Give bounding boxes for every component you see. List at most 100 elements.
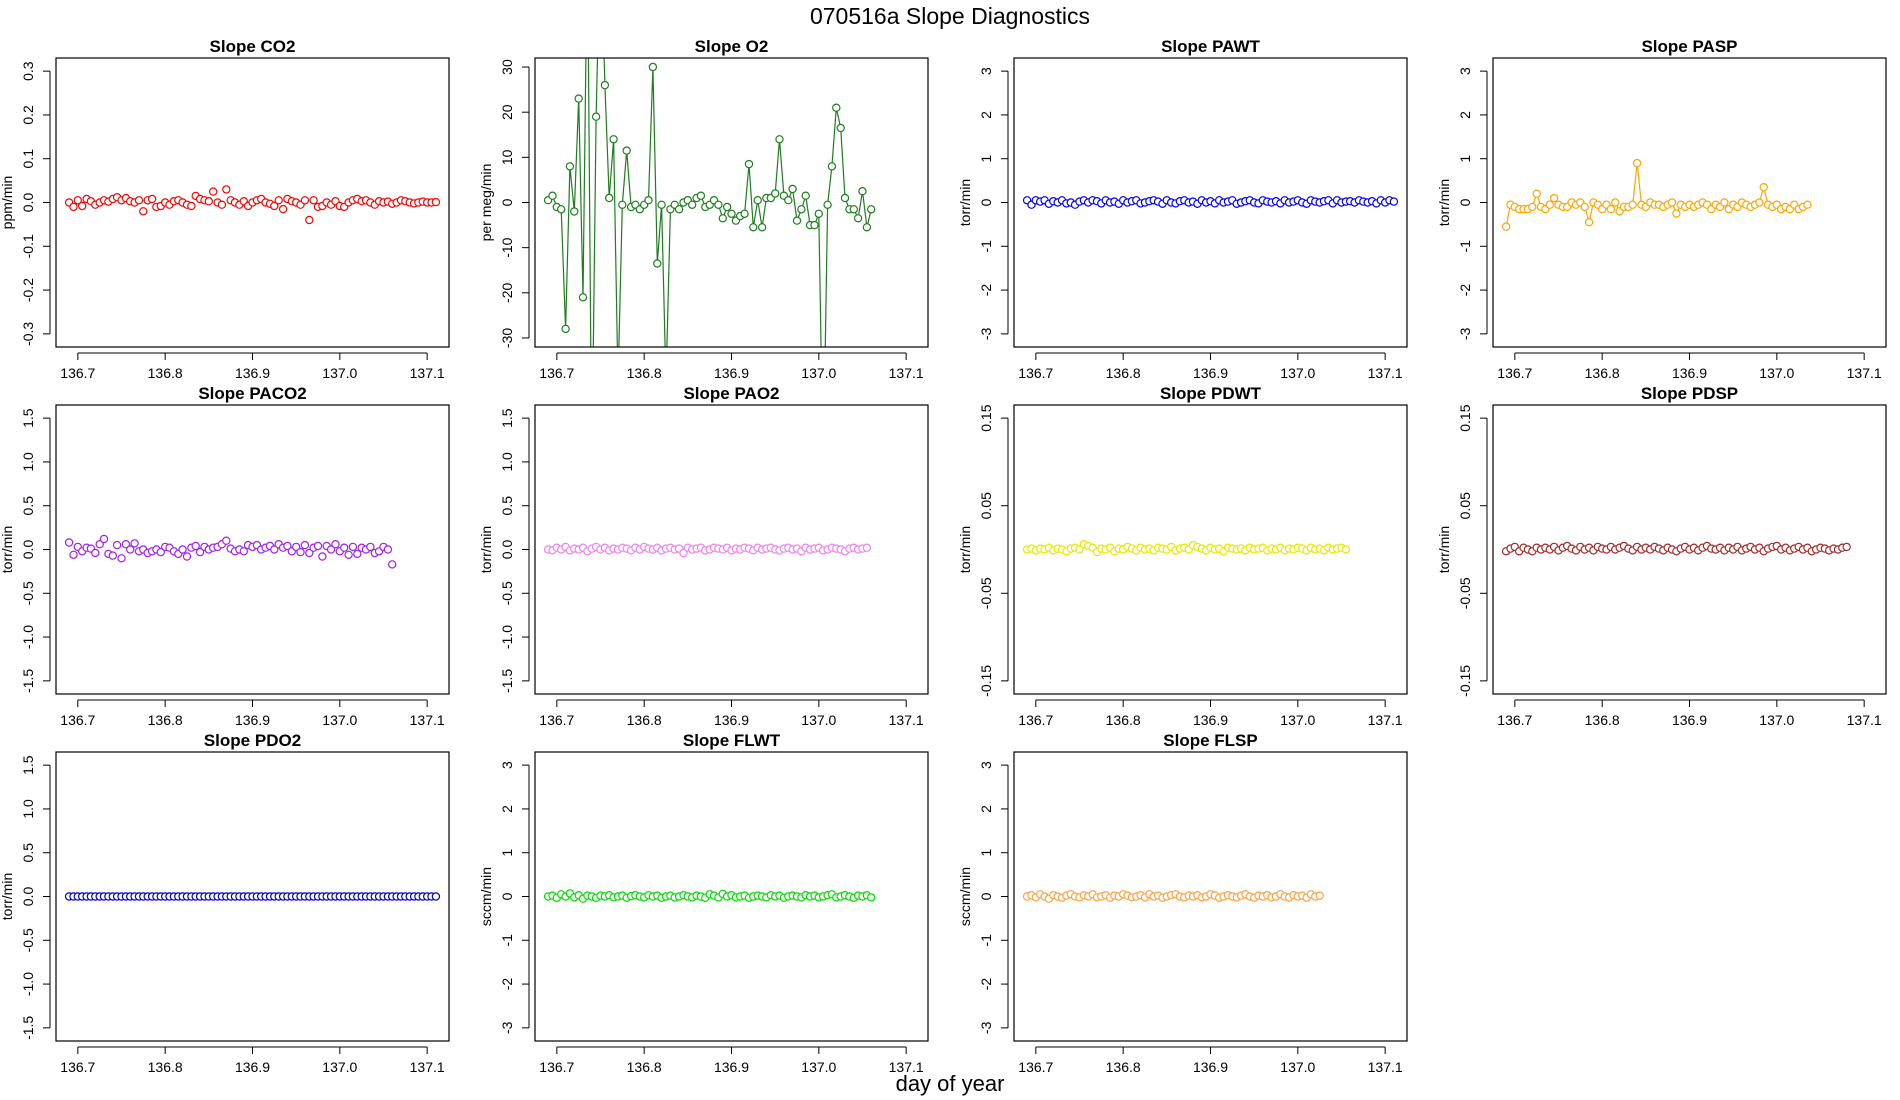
y-tick-label: 3	[499, 761, 515, 769]
data-point	[718, 214, 728, 223]
y-axis-label: torr/min	[1436, 179, 1452, 226]
x-tick-label: 136.7	[539, 712, 574, 728]
x-tick-label: 136.9	[1193, 712, 1228, 728]
y-axis-label: torr/min	[478, 526, 494, 573]
series-slope-flsp	[1022, 890, 1324, 903]
x-tick-label: 136.8	[627, 712, 662, 728]
plot-frame	[1492, 404, 1887, 695]
data-point	[383, 545, 393, 554]
panel-title: Slope FLSP	[1163, 731, 1257, 750]
data-point	[326, 545, 336, 554]
x-tick-label: 137.1	[1847, 712, 1882, 728]
plot-frame	[55, 57, 450, 348]
data-point	[749, 223, 758, 232]
x-tick-label: 136.7	[1497, 365, 1532, 381]
y-tick-label: 1.0	[20, 799, 36, 819]
y-tick-label: 3	[1457, 67, 1473, 75]
y-tick-label: -3	[499, 1021, 515, 1034]
x-tick-label: 137.1	[1368, 1059, 1403, 1075]
data-point	[1341, 545, 1351, 554]
series-slope-pdo2	[64, 892, 441, 901]
y-tick-label: 2	[1457, 111, 1473, 119]
y-tick-label: -0.5	[20, 581, 36, 605]
y-tick-label: -0.5	[499, 581, 515, 605]
data-point	[814, 209, 824, 218]
x-tick-label: 137.1	[889, 712, 924, 728]
y-tick-label: -1	[978, 240, 994, 253]
data-point	[64, 538, 74, 547]
data-point	[353, 549, 362, 559]
data-point	[1667, 198, 1677, 207]
data-point	[283, 541, 292, 551]
data-point	[753, 195, 762, 205]
data-point	[1842, 542, 1851, 552]
panel-title: Slope PDSP	[1641, 384, 1738, 403]
data-point	[823, 200, 832, 209]
x-tick-label: 137.0	[801, 712, 836, 728]
data-point	[618, 200, 627, 209]
x-tick-label: 137.1	[410, 365, 445, 381]
data-point	[1759, 182, 1768, 192]
data-point	[578, 293, 588, 302]
y-tick-label: -0.5	[20, 928, 36, 952]
series-slope-flwt	[543, 889, 876, 903]
data-point	[827, 162, 837, 171]
data-point	[679, 548, 688, 558]
data-point	[1389, 197, 1399, 206]
data-point	[1501, 222, 1511, 231]
data-point	[270, 545, 279, 554]
data-point	[609, 135, 618, 144]
data-point	[222, 536, 231, 545]
data-point	[204, 196, 213, 206]
y-tick-label: 10	[499, 149, 515, 165]
figure-x-axis-label: day of year	[895, 1071, 1005, 1096]
panel-title: Slope PASP	[1641, 37, 1737, 56]
plot-frame	[1013, 751, 1408, 1042]
x-tick-label: 137.0	[1759, 365, 1794, 381]
data-point	[309, 196, 318, 205]
y-axis-label: torr/min	[0, 526, 15, 573]
data-point	[674, 205, 684, 214]
panel-title: Slope O2	[695, 37, 769, 56]
panel-title: Slope CO2	[210, 37, 296, 56]
data-point	[344, 550, 353, 560]
data-point	[239, 547, 248, 556]
series-slope-paco2	[64, 534, 397, 569]
y-tick-label: 0	[499, 198, 515, 206]
data-point	[1628, 200, 1637, 209]
data-point	[853, 214, 863, 223]
data-point	[112, 540, 122, 550]
plot-frame	[55, 404, 450, 695]
x-tick-label: 137.1	[889, 365, 924, 381]
data-point	[849, 205, 859, 214]
data-point	[305, 215, 314, 225]
y-tick-label: -1.0	[20, 972, 36, 996]
x-tick-label: 137.0	[1280, 365, 1315, 381]
data-point	[139, 207, 148, 216]
y-tick-label: 2	[499, 805, 515, 813]
y-tick-label: -10	[499, 237, 515, 257]
x-tick-label: 136.9	[714, 365, 749, 381]
series-slope-co2	[64, 185, 441, 225]
y-tick-label: 1.5	[20, 408, 36, 428]
data-point	[648, 62, 658, 72]
panel-slope-pdo2: Slope PDO2 torr/min 136.7 136.8 136.9 137.0 13…	[0, 731, 450, 1075]
data-point	[95, 540, 104, 549]
data-point	[801, 191, 810, 200]
x-tick-label: 136.8	[1106, 365, 1141, 381]
y-tick-label: -0.15	[1457, 665, 1473, 697]
data-point	[1528, 202, 1537, 212]
x-tick-label: 136.7	[60, 365, 95, 381]
y-axis-label: torr/min	[957, 179, 973, 226]
data-point	[565, 162, 575, 171]
series-slope-pdwt	[1022, 540, 1351, 557]
y-axis-label: torr/min	[0, 873, 15, 920]
data-point	[156, 547, 165, 557]
y-tick-label: -3	[978, 327, 994, 340]
y-tick-label: 3	[978, 67, 994, 75]
plot-frame	[1013, 57, 1408, 348]
x-tick-label: 136.7	[1018, 365, 1053, 381]
y-tick-label: 1.5	[20, 755, 36, 775]
data-point	[296, 547, 305, 557]
data-point	[178, 545, 187, 554]
